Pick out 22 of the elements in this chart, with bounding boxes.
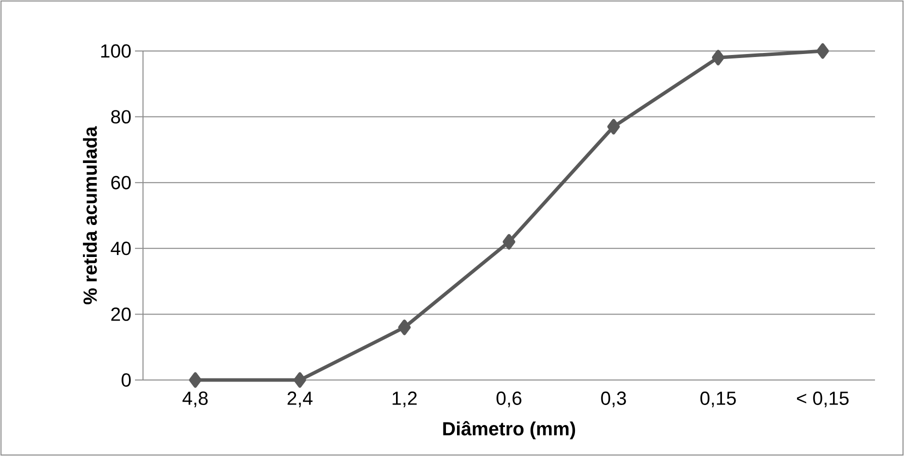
x-tick-label: 2,4 — [288, 392, 313, 408]
y-tick-label: 0 — [122, 373, 131, 387]
point — [189, 372, 202, 388]
y-tick-label: 20 — [111, 307, 131, 321]
y-axis-title: % retida acumulada — [82, 126, 97, 304]
x-axis-title: Diâmetro (mm) — [443, 421, 576, 440]
x-tick-label: 1,2 — [392, 392, 417, 408]
y-tick-label: 80 — [111, 110, 131, 124]
point — [294, 372, 306, 388]
point — [712, 50, 724, 66]
y-tick-label: 100 — [101, 44, 131, 58]
x-tick-label: 4,8 — [182, 392, 208, 408]
x-tick-label: 0,6 — [496, 392, 522, 408]
x-tick-label: 0,15 — [700, 392, 736, 408]
point — [607, 118, 620, 134]
y-tick-label: 60 — [111, 176, 131, 190]
x-tick-label: < 0,15 — [796, 392, 849, 408]
point — [398, 320, 411, 336]
point — [502, 234, 516, 250]
y-tick-label: 40 — [110, 242, 131, 256]
x-tick-label: 0,3 — [601, 392, 626, 408]
point — [816, 43, 829, 59]
